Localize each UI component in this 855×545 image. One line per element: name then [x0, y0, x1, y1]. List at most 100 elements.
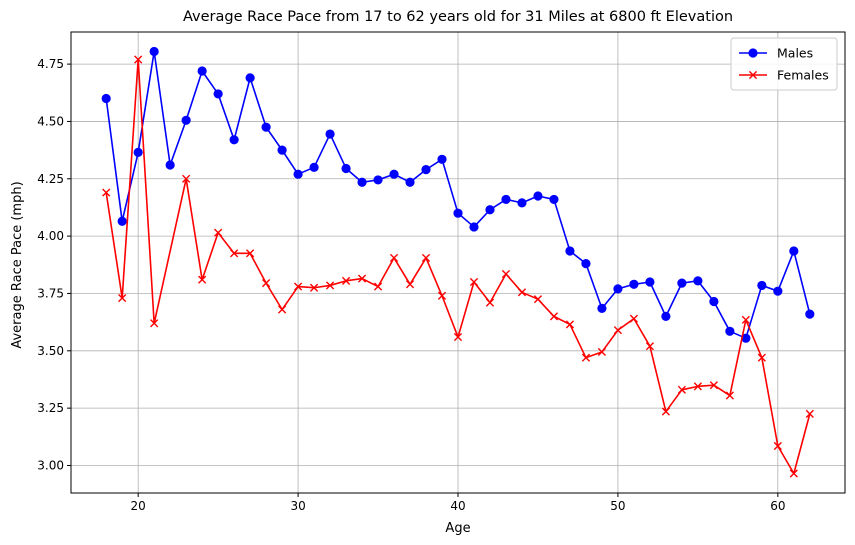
data-point-males: [229, 135, 239, 145]
data-point-females: [373, 282, 383, 291]
data-point-females: [277, 305, 287, 314]
data-point-males: [197, 66, 207, 76]
x-axis-ticks: 20 30 40 50 60: [131, 493, 785, 513]
data-point-males: [565, 246, 575, 256]
data-point-males: [437, 154, 447, 164]
data-point-females: [421, 253, 431, 263]
data-point-females: [102, 188, 111, 197]
data-point-males: [357, 177, 367, 187]
data-point-males: [373, 175, 383, 185]
data-point-males: [453, 208, 463, 218]
data-point-females: [437, 291, 447, 300]
y-axis-label: Average Race Pace (mph): [10, 181, 25, 348]
data-point-females: [118, 293, 127, 303]
chart-title: Average Race Pace from 17 to 62 years ol…: [183, 9, 733, 25]
data-point-females: [757, 353, 766, 362]
data-point-females: [325, 281, 335, 290]
data-point-males: [613, 284, 623, 294]
data-point-males: [757, 280, 767, 291]
data-point-males: [805, 309, 815, 319]
data-point-females: [341, 276, 351, 285]
data-point-females: [134, 55, 143, 64]
data-point-females: [389, 253, 399, 263]
legend-marker-females: [748, 70, 758, 80]
data-point-females: [661, 407, 670, 416]
data-point-males: [661, 311, 671, 321]
y-tick-label: 3.75: [37, 286, 64, 300]
data-point-males: [581, 259, 591, 269]
data-point-females: [565, 320, 575, 329]
data-point-females: [182, 174, 191, 183]
data-point-males: [709, 296, 719, 307]
data-point-males: [405, 177, 415, 187]
data-point-females: [741, 315, 750, 324]
data-point-males: [517, 198, 527, 208]
data-point-males: [389, 169, 399, 179]
data-point-males: [629, 279, 639, 289]
series-males: [101, 46, 815, 343]
data-point-females: [581, 353, 591, 362]
data-point-males: [485, 205, 495, 215]
legend-label-males: Males: [777, 46, 813, 61]
data-point-males: [245, 73, 255, 83]
data-point-females: [357, 274, 367, 283]
data-point-males: [693, 276, 703, 286]
data-point-males: [165, 160, 175, 170]
data-point-females: [198, 275, 207, 284]
data-point-females: [309, 283, 319, 292]
data-point-males: [293, 169, 303, 179]
data-point-females: [709, 381, 718, 390]
data-point-females: [613, 326, 623, 335]
data-point-males: [725, 326, 735, 336]
data-point-females: [453, 332, 463, 342]
x-tick-label: 50: [610, 499, 625, 513]
y-tick-label: 3.25: [37, 401, 64, 415]
series-females: [102, 55, 814, 478]
data-point-females: [230, 249, 239, 258]
x-tick-label: 20: [131, 499, 146, 513]
data-point-females: [501, 269, 511, 279]
y-tick-label: 4.50: [37, 114, 64, 128]
data-point-males: [261, 122, 271, 132]
data-point-males: [533, 191, 543, 201]
data-point-females: [262, 279, 271, 288]
data-point-females: [246, 249, 255, 258]
x-tick-label: 30: [290, 499, 305, 513]
data-point-females: [725, 391, 734, 400]
data-point-females: [405, 280, 415, 289]
legend-box: [730, 37, 838, 91]
data-point-females: [773, 441, 782, 451]
y-tick-label: 4.25: [37, 172, 64, 186]
data-point-males: [789, 246, 799, 256]
legend-label-females: Females: [777, 68, 829, 83]
data-point-females: [517, 288, 527, 297]
data-point-males: [501, 194, 511, 205]
data-point-males: [309, 162, 319, 172]
data-point-females: [693, 382, 702, 391]
y-tick-label: 3.00: [37, 458, 64, 472]
data-point-males: [469, 222, 479, 232]
data-point-females: [549, 312, 559, 321]
x-axis-label: Age: [445, 521, 470, 536]
data-point-males: [677, 278, 687, 288]
legend-marker-males: [748, 48, 758, 58]
data-point-females: [533, 295, 543, 304]
data-point-males: [341, 163, 351, 174]
data-point-males: [149, 46, 159, 57]
y-tick-label: 4.75: [37, 57, 64, 71]
data-point-females: [629, 314, 639, 323]
data-point-males: [773, 286, 783, 296]
x-tick-label: 60: [770, 499, 785, 513]
data-point-males: [549, 194, 559, 205]
data-point-females: [214, 228, 223, 237]
data-point-males: [117, 216, 127, 226]
x-tick-label: 40: [450, 499, 465, 513]
y-tick-label: 4.00: [37, 229, 64, 243]
legend: Males Females: [730, 37, 838, 91]
data-point-females: [293, 282, 303, 291]
data-point-males: [421, 165, 431, 175]
data-point-males: [213, 89, 223, 99]
data-point-males: [645, 277, 655, 287]
